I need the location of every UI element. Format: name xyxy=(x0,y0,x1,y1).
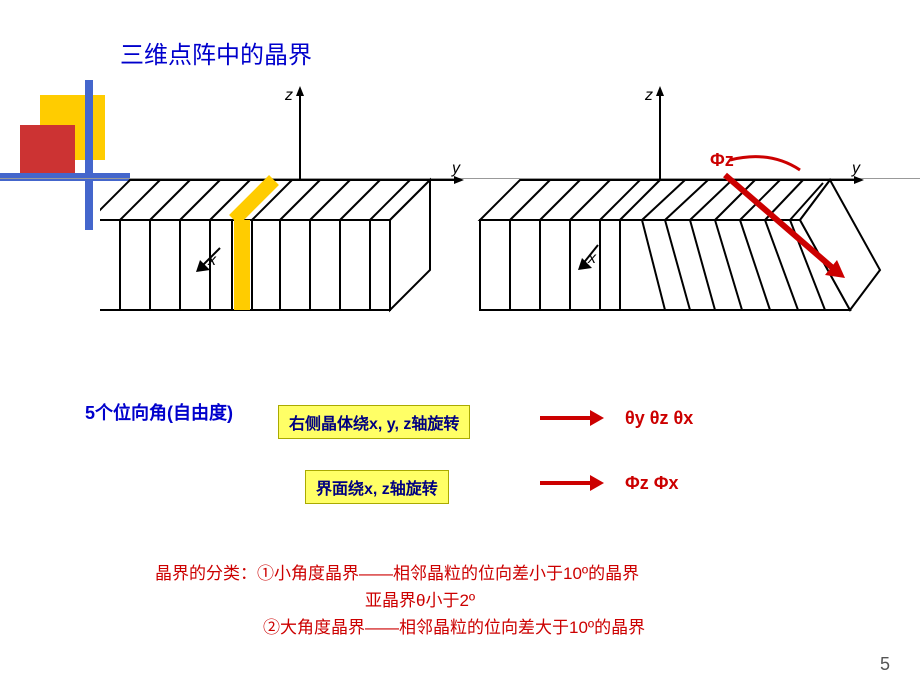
decor-red-block xyxy=(20,125,75,180)
freedom-label: 5个位向角(自由度) xyxy=(85,400,265,427)
svg-text:z: z xyxy=(284,87,293,104)
classification-block: 晶界的分类：①小角度晶界——相邻晶粒的位向差小于10º的晶界 亚晶界θ小于2º … xyxy=(155,560,645,642)
decor-blue-vert xyxy=(85,80,93,230)
arrow-2 xyxy=(540,475,604,491)
class-item-3: ②大角度晶界——相邻晶粒的位向差大于10º的晶界 xyxy=(263,614,645,641)
svg-text:y: y xyxy=(451,160,461,177)
result-phi: Φz Φx xyxy=(625,473,679,494)
lattice-diagrams-svg: z y xyxy=(100,80,900,340)
result-theta: θy θz θx xyxy=(625,408,693,429)
svg-text:x: x xyxy=(207,252,217,269)
phi-z-label: Φz xyxy=(710,150,734,171)
arrow-1 xyxy=(540,410,604,426)
right-block-group: z y xyxy=(480,86,880,310)
svg-text:z: z xyxy=(644,87,653,104)
left-block-group: z y xyxy=(100,86,464,310)
class-item-1: ①小角度晶界——相邻晶粒的位向差小于10º的晶界 xyxy=(257,564,639,583)
class-prefix: 晶界的分类： xyxy=(155,564,257,583)
diagram-area: z y xyxy=(100,80,900,340)
svg-text:x: x xyxy=(587,250,597,267)
page-title: 三维点阵中的晶界 xyxy=(120,35,312,70)
class-item-2: 亚晶界θ小于2º xyxy=(365,587,475,614)
page-number: 5 xyxy=(880,654,890,675)
box-crystal-rotation: 右侧晶体绕x, y, z轴旋转 xyxy=(278,405,470,439)
svg-text:y: y xyxy=(851,160,861,177)
box-interface-rotation: 界面绕x, z轴旋转 xyxy=(305,470,449,504)
